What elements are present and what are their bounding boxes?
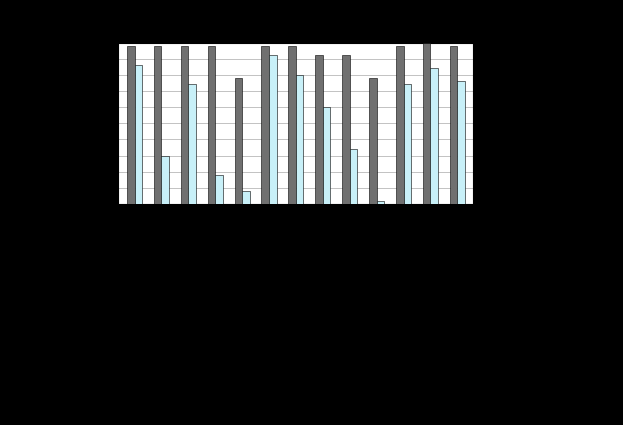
Bar xyxy=(323,107,330,204)
Bar xyxy=(215,175,223,204)
Bar xyxy=(430,68,438,204)
Bar xyxy=(377,201,384,204)
Bar xyxy=(235,78,242,204)
Bar xyxy=(457,81,465,204)
Bar xyxy=(423,42,430,204)
Bar xyxy=(315,55,323,204)
Bar xyxy=(262,46,269,204)
Bar xyxy=(154,46,161,204)
Bar xyxy=(450,46,457,204)
Bar xyxy=(296,75,303,204)
Bar xyxy=(161,156,169,204)
Bar xyxy=(404,85,411,204)
Bar xyxy=(207,46,215,204)
Bar xyxy=(242,191,250,204)
Bar xyxy=(127,46,135,204)
Bar xyxy=(369,78,377,204)
Bar xyxy=(396,46,404,204)
Bar xyxy=(342,55,350,204)
Bar xyxy=(288,46,296,204)
Bar xyxy=(188,85,196,204)
Bar xyxy=(350,149,357,204)
Bar xyxy=(181,46,188,204)
Bar xyxy=(135,65,142,204)
Bar xyxy=(269,55,277,204)
